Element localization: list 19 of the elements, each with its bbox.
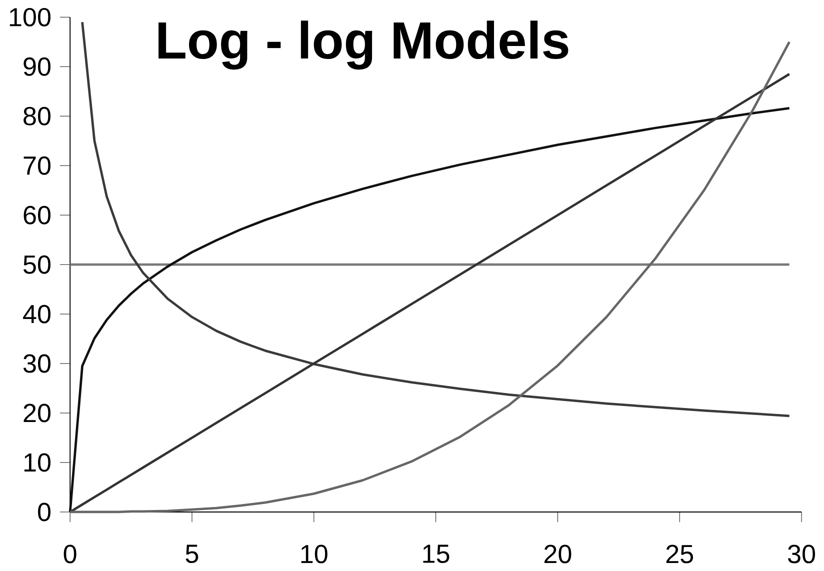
y-tick-label: 100	[10, 8, 50, 26]
y-tick-label: 30	[23, 354, 50, 373]
x-tick-label: 30	[788, 544, 816, 564]
x-tick-label: 20	[544, 544, 572, 564]
x-tick-label: 15	[423, 544, 450, 563]
x-tick-label: 10	[301, 544, 328, 564]
y-tick-label: 0	[38, 502, 50, 522]
y-tick-label: 20	[24, 404, 50, 422]
y-tick-label: 80	[24, 106, 50, 126]
y-tick-label: 60	[24, 206, 50, 224]
y-tick-label: 40	[23, 304, 50, 324]
y-tick-label: 10	[24, 453, 50, 472]
x-tick-label: 25	[666, 544, 694, 564]
chart-title: Log - log Models	[158, 20, 568, 70]
y-tick-label: 90	[24, 57, 50, 76]
y-tick-label: 50	[24, 255, 50, 274]
y-tick-label: 70	[24, 156, 50, 175]
x-tick-label: 5	[186, 544, 198, 563]
x-tick-label: 0	[64, 544, 76, 564]
